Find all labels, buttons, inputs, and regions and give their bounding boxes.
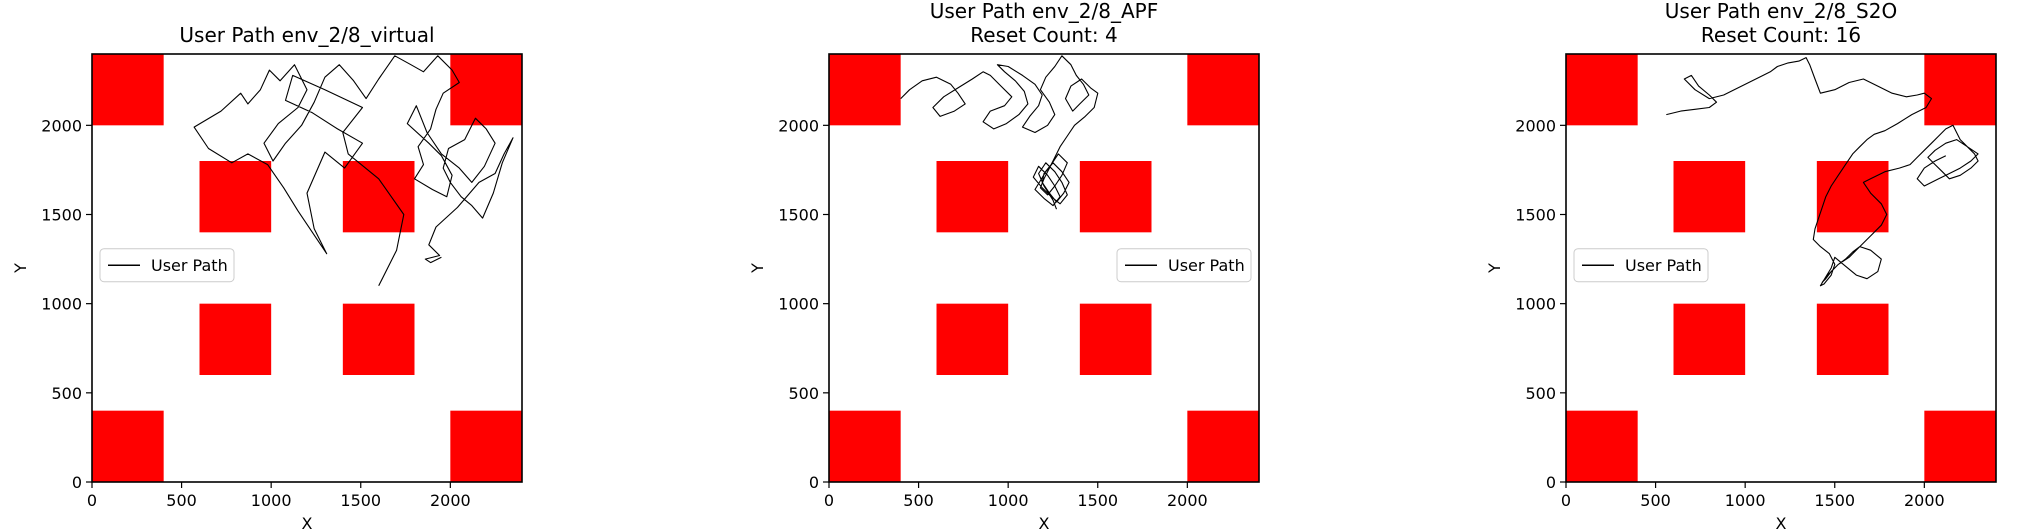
- y-tick-label: 0: [72, 473, 82, 492]
- obstacle-square: [1816, 303, 1889, 375]
- obstacle-square: [92, 54, 164, 126]
- obstacle-square: [936, 161, 1009, 233]
- x-tick-label: 2000: [430, 491, 471, 510]
- user-path-line: [900, 55, 1099, 210]
- y-tick-label: 1000: [1515, 295, 1556, 314]
- obstacle-square: [1566, 54, 1638, 126]
- obstacle-square: [1187, 54, 1259, 126]
- legend-label: User Path: [151, 256, 228, 275]
- legend-box: [1573, 248, 1709, 283]
- x-tick-label: 0: [87, 491, 97, 510]
- x-axis-label: X: [302, 514, 313, 531]
- obstacle-square: [936, 303, 1009, 375]
- y-tick-label: 1500: [41, 206, 82, 225]
- obstacle-square: [1566, 410, 1638, 482]
- obstacle-square: [342, 161, 415, 233]
- chart-title: User Path env_2/8_virtual: [179, 23, 434, 47]
- y-tick-label: 2000: [1515, 116, 1556, 135]
- obstacle-square: [199, 161, 272, 233]
- obstacle-square: [1673, 303, 1746, 375]
- obstacle-square: [1924, 410, 1996, 482]
- obstacle-square: [199, 303, 272, 375]
- x-tick-label: 500: [166, 491, 197, 510]
- chart-panel: 0 500 1000 1500 2000 0 500 1000 1500 2000 X Y User P…: [748, 0, 1260, 531]
- obstacle-square: [450, 54, 522, 126]
- x-tick-label: 1500: [1814, 491, 1855, 510]
- x-tick-label: 500: [1640, 491, 1671, 510]
- y-tick-label: 0: [1546, 473, 1556, 492]
- x-tick-label: 2000: [1904, 491, 1945, 510]
- chart-panel: 0 500 1000 1500 2000 0 500 1000 1500 2000 X Y User P…: [1485, 0, 1997, 531]
- axes-frame: [1565, 53, 1997, 483]
- obstacle-square: [1816, 161, 1889, 233]
- x-tick-label: 1000: [1725, 491, 1766, 510]
- y-tick-label: 1500: [778, 206, 819, 225]
- legend-label: User Path: [1168, 256, 1245, 275]
- obstacle-square: [342, 303, 415, 375]
- x-axis-label: X: [1039, 514, 1050, 531]
- chart-panel: 0 500 1000 1500 2000 0 500 1000 1500 2000 X Y User P…: [11, 23, 523, 531]
- x-tick-label: 0: [1561, 491, 1571, 510]
- obstacle-square: [1187, 410, 1259, 482]
- x-tick-label: 0: [824, 491, 834, 510]
- y-tick-label: 500: [51, 384, 82, 403]
- chart-subtitle: Reset Count: 4: [970, 23, 1117, 47]
- x-tick-label: 1000: [988, 491, 1029, 510]
- y-axis-label: Y: [748, 263, 767, 274]
- legend-box: [1116, 248, 1252, 283]
- obstacle-square: [1079, 303, 1152, 375]
- y-tick-label: 1000: [41, 295, 82, 314]
- legend-box: [99, 248, 235, 283]
- obstacle-square: [1673, 161, 1746, 233]
- y-tick-label: 1000: [778, 295, 819, 314]
- obstacle-square: [92, 410, 164, 482]
- y-tick-label: 0: [809, 473, 819, 492]
- y-tick-label: 500: [1525, 384, 1556, 403]
- y-tick-label: 1500: [1515, 206, 1556, 225]
- x-tick-label: 500: [903, 491, 934, 510]
- obstacle-square: [1924, 54, 1996, 126]
- chart-title: User Path env_2/8_APF: [930, 0, 1159, 23]
- axes-frame: [91, 53, 523, 483]
- legend-label: User Path: [1625, 256, 1702, 275]
- y-tick-label: 500: [788, 384, 819, 403]
- obstacle-square: [450, 410, 522, 482]
- x-tick-label: 1000: [251, 491, 292, 510]
- obstacle-square: [1079, 161, 1152, 233]
- y-axis-label: Y: [1485, 263, 1504, 274]
- axes-frame: [828, 53, 1260, 483]
- y-axis-label: Y: [11, 263, 30, 274]
- user-path-line: [1666, 57, 1979, 287]
- user-path-line: [193, 55, 514, 287]
- x-axis-label: X: [1776, 514, 1787, 531]
- y-tick-label: 2000: [778, 116, 819, 135]
- x-tick-label: 1500: [1077, 491, 1118, 510]
- x-tick-label: 1500: [340, 491, 381, 510]
- y-tick-label: 2000: [41, 116, 82, 135]
- chart-subtitle: Reset Count: 16: [1701, 23, 1861, 47]
- obstacle-square: [829, 410, 901, 482]
- x-tick-label: 2000: [1167, 491, 1208, 510]
- chart-title: User Path env_2/8_S2O: [1665, 0, 1897, 23]
- obstacle-square: [829, 54, 901, 126]
